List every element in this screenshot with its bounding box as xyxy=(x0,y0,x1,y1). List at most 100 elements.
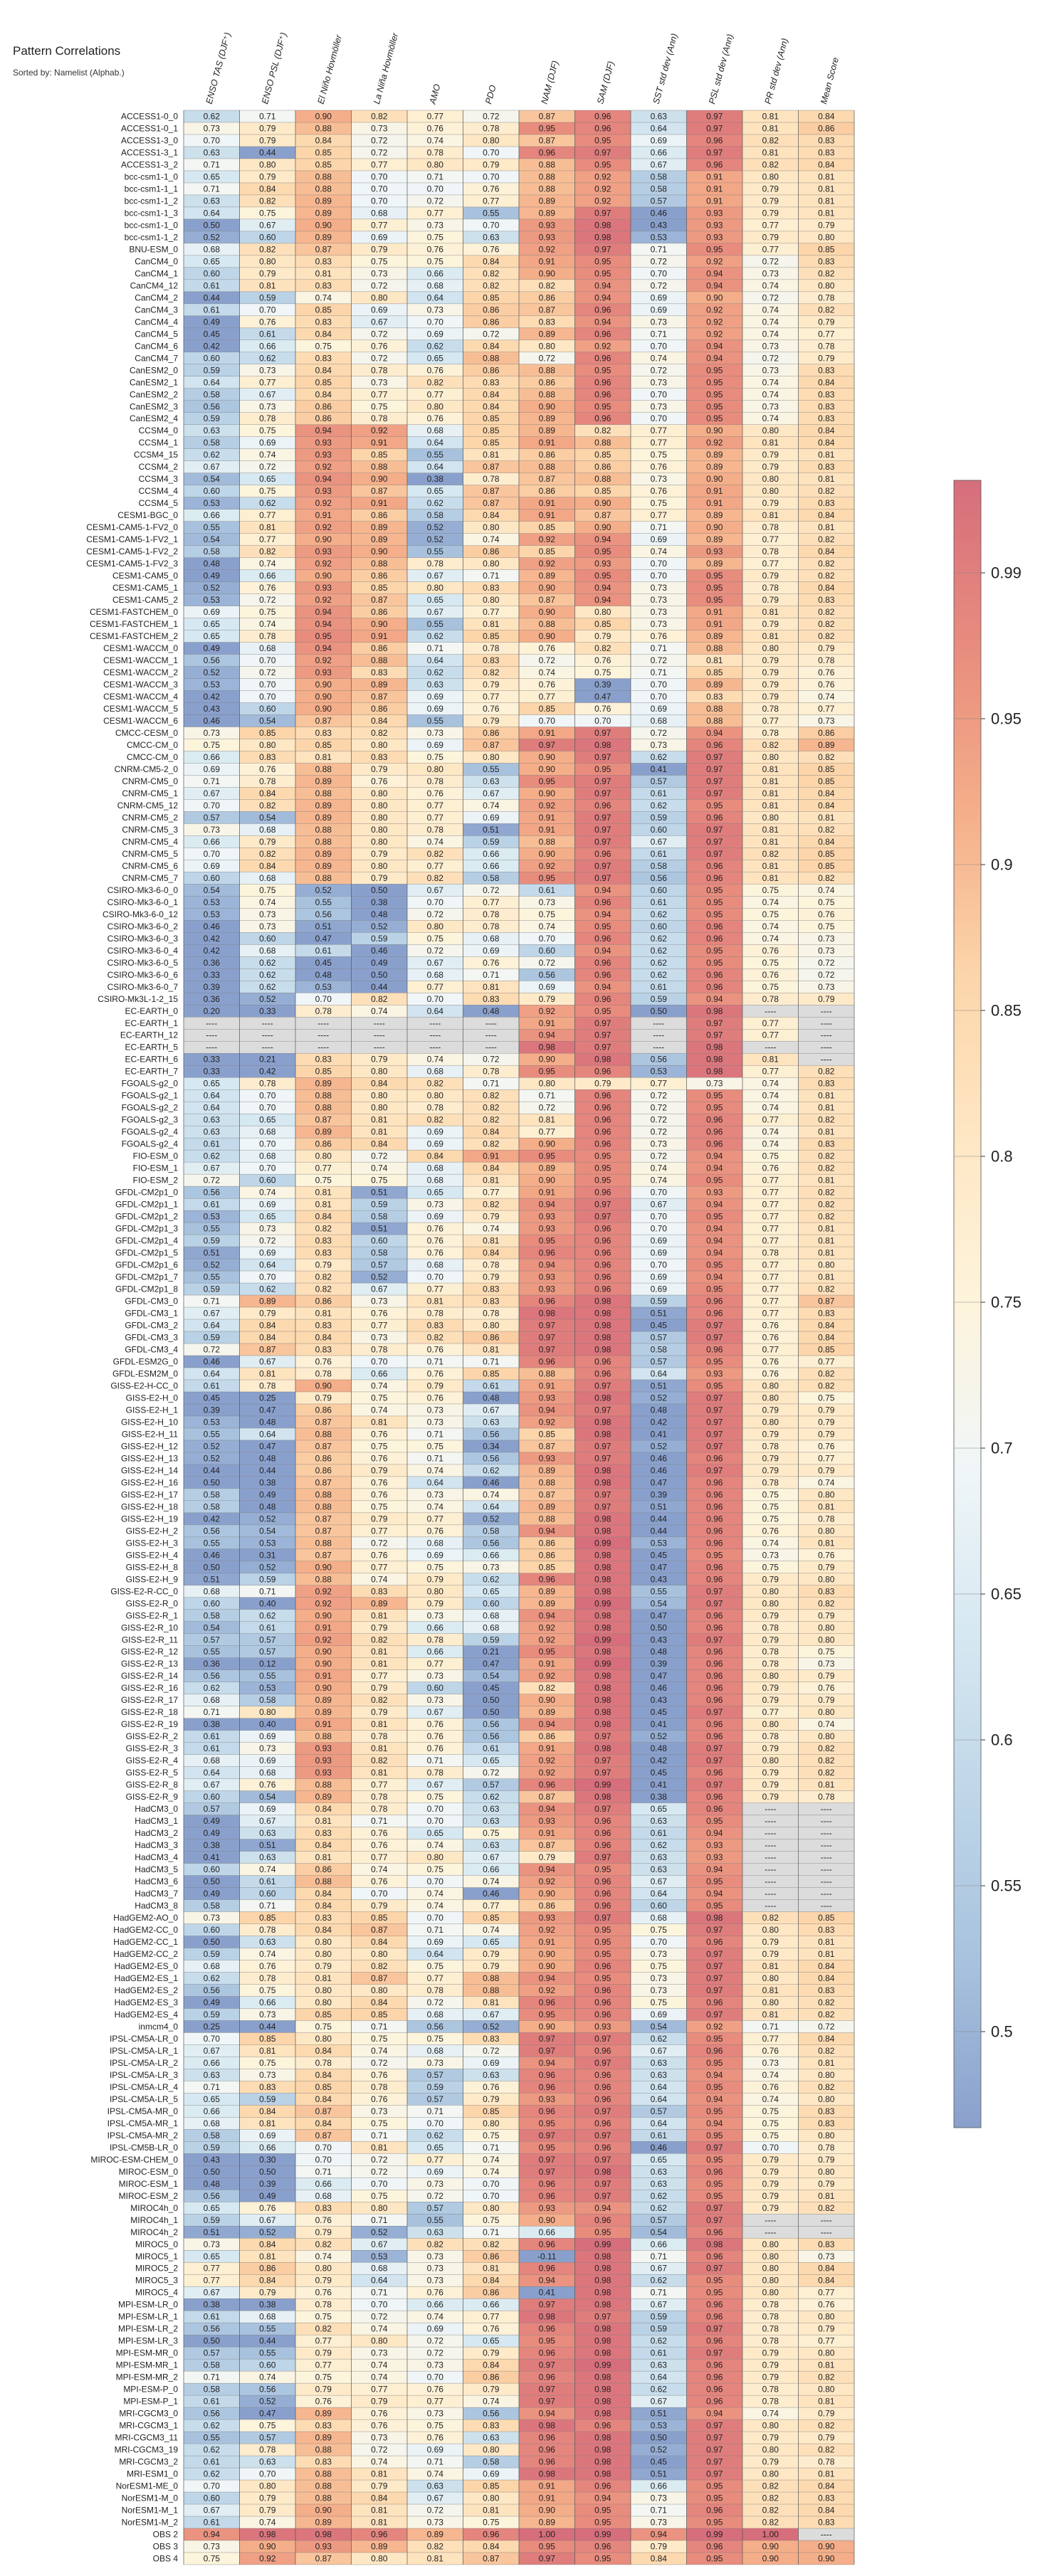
heatmap-cell xyxy=(798,400,854,413)
row-label: GISS-E2-R_11 xyxy=(122,1635,178,1645)
cell-value: 0.83 xyxy=(483,583,500,593)
cell-value: 0.74 xyxy=(315,292,332,302)
cell-value: 0.45 xyxy=(651,1707,668,1717)
cell-value: 0.48 xyxy=(651,1743,668,1753)
cell-value: 0.93 xyxy=(539,1453,556,1463)
cell-value: 0.69 xyxy=(651,1236,668,1246)
cell-value: 0.96 xyxy=(706,2046,723,2056)
cell-value: 0.79 xyxy=(483,716,500,726)
row-label: GISS-E2-R_17 xyxy=(121,1695,178,1705)
cell-value: 0.75 xyxy=(371,2191,388,2201)
cell-value: 0.68 xyxy=(427,1176,444,1186)
heatmap-cell xyxy=(351,364,407,376)
cell-value: 0.73 xyxy=(259,365,276,375)
cell-value: 0.94 xyxy=(539,1526,556,1536)
cell-value: 0.81 xyxy=(762,837,779,847)
cell-value: 0.81 xyxy=(762,788,779,798)
cell-value: 0.81 xyxy=(818,1091,835,1101)
cell-value: 0.66 xyxy=(371,1368,388,1378)
heatmap-cell xyxy=(184,388,240,401)
heatmap-cell xyxy=(407,327,463,340)
cell-value: 0.80 xyxy=(818,1489,835,1499)
cell-value: 0.93 xyxy=(315,438,332,448)
cell-value: 0.80 xyxy=(762,1997,779,2007)
cell-value: 0.54 xyxy=(651,2227,668,2237)
cell-value: 0.68 xyxy=(204,244,221,254)
heatmap-cell xyxy=(463,497,519,510)
heatmap-cell xyxy=(463,593,519,606)
cell-value: 0.78 xyxy=(483,474,500,484)
heatmap-cell xyxy=(631,231,687,243)
cell-value: 0.60 xyxy=(651,1901,668,1911)
cell-value: 0.70 xyxy=(651,268,668,278)
cell-value: 0.67 xyxy=(371,2239,388,2249)
heatmap-cell xyxy=(798,509,854,522)
cell-value: 0.84 xyxy=(818,2264,835,2274)
cell-value: 0.96 xyxy=(706,1574,723,1584)
heatmap-cell xyxy=(686,122,742,134)
cell-value: 0.82 xyxy=(259,244,276,254)
cell-value: 0.71 xyxy=(651,329,668,339)
cell-value: 0.90 xyxy=(371,474,388,484)
cell-value: 0.48 xyxy=(204,559,221,569)
cell-value: 0.25 xyxy=(259,1393,276,1403)
cell-value: 0.82 xyxy=(762,2506,779,2516)
cell-value: 0.98 xyxy=(594,2167,611,2177)
heatmap-cell xyxy=(631,593,687,606)
cell-value: 0.54 xyxy=(204,1622,221,1632)
cell-value: 0.75 xyxy=(762,958,779,968)
heatmap-cell xyxy=(519,170,575,183)
cell-value: 0.96 xyxy=(706,159,723,169)
cell-value: 0.78 xyxy=(762,2397,779,2407)
cell-value: 0.81 xyxy=(371,1417,388,1427)
cell-value: 0.89 xyxy=(539,329,556,339)
cell-value: 0.96 xyxy=(706,1344,723,1354)
row-label: NorESM1-M_1 xyxy=(122,2506,179,2516)
cell-value: 0.46 xyxy=(204,716,221,726)
row-label: CESM1-WACCM_0 xyxy=(103,643,178,653)
cell-value: 0.68 xyxy=(259,1768,276,1778)
cell-value: 0.74 xyxy=(762,2094,779,2104)
cell-value: 0.64 xyxy=(651,2372,668,2382)
cell-value: 0.73 xyxy=(371,377,388,387)
cell-value: 0.80 xyxy=(762,1671,779,1681)
cell-value: 0.96 xyxy=(706,2252,723,2261)
heatmap-cell xyxy=(574,400,631,413)
heatmap-cell xyxy=(574,146,631,159)
heatmap-cell xyxy=(686,593,742,606)
cell-value: 0.88 xyxy=(539,184,556,194)
heatmap-cell xyxy=(742,630,799,643)
cell-value: 0.85 xyxy=(259,2034,276,2044)
cell-value: 0.50 xyxy=(204,1937,221,1947)
cell-value: 0.72 xyxy=(427,2348,444,2358)
cell-value: 0.97 xyxy=(594,1731,611,1741)
cell-value: 0.98 xyxy=(594,2288,611,2298)
heatmap-cell xyxy=(686,231,742,243)
column-header: ENSO TAS (DJF⁺) xyxy=(204,31,233,105)
cell-value: 0.81 xyxy=(483,450,500,460)
cell-value: 0.72 xyxy=(818,2022,835,2032)
heatmap-cell xyxy=(519,412,575,425)
heatmap-cell xyxy=(574,170,631,183)
row-label: CanESM2_1 xyxy=(130,377,178,387)
row-label: MPI-ESM-P_0 xyxy=(123,2385,178,2395)
row-label: GISS-E2-R_12 xyxy=(121,1647,178,1657)
cell-value: 0.46 xyxy=(483,1889,500,1899)
heatmap-cell xyxy=(351,352,407,364)
cell-value: 0.69 xyxy=(259,1200,276,1210)
cell-value: 0.79 xyxy=(818,2179,835,2189)
cell-value: 0.69 xyxy=(427,692,444,702)
cell-value: 0.62 xyxy=(259,353,276,363)
cell-value: 0.82 xyxy=(259,196,276,206)
heatmap-cell xyxy=(798,255,854,268)
cell-value: 0.78 xyxy=(427,1768,444,1778)
cell-value: 0.86 xyxy=(371,571,388,581)
heatmap-cell xyxy=(184,243,240,255)
row-label: CESM1-WACCM_1 xyxy=(103,655,178,665)
cell-value: 0.92 xyxy=(315,595,332,605)
cell-value: 0.52 xyxy=(651,2445,668,2455)
cell-value: 0.82 xyxy=(818,1212,835,1222)
heatmap-cell xyxy=(463,545,519,558)
cell-value: 0.83 xyxy=(371,752,388,762)
cell-value: ---- xyxy=(374,1018,385,1028)
